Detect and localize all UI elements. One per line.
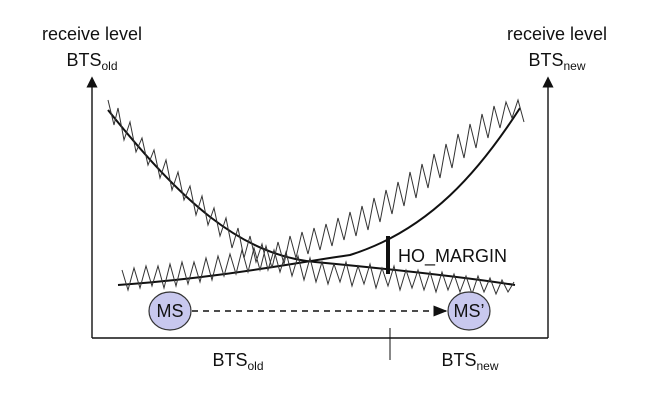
ho-margin-label: HO_MARGIN — [398, 246, 507, 267]
bts-old-noisy-signal — [107, 99, 515, 296]
bottom-bts-new-label: BTSnew — [441, 350, 498, 373]
right-axis-title: receive level — [507, 24, 607, 44]
bts-new-level-curve — [117, 107, 521, 286]
ms-prime-label: MS’ — [454, 301, 485, 321]
ms-prime-node — [447, 291, 491, 331]
bts-old-level-curve — [107, 109, 516, 286]
right-axis-bts-label: BTSnew — [528, 50, 585, 73]
left-axis-title: receive level — [42, 24, 142, 44]
ms-node — [148, 291, 192, 331]
left-axis-bts-label: BTSold — [66, 50, 117, 73]
ms-label: MS — [157, 301, 184, 321]
bottom-bts-old-label: BTSold — [212, 350, 263, 373]
bts-new-noisy-signal — [121, 98, 525, 292]
